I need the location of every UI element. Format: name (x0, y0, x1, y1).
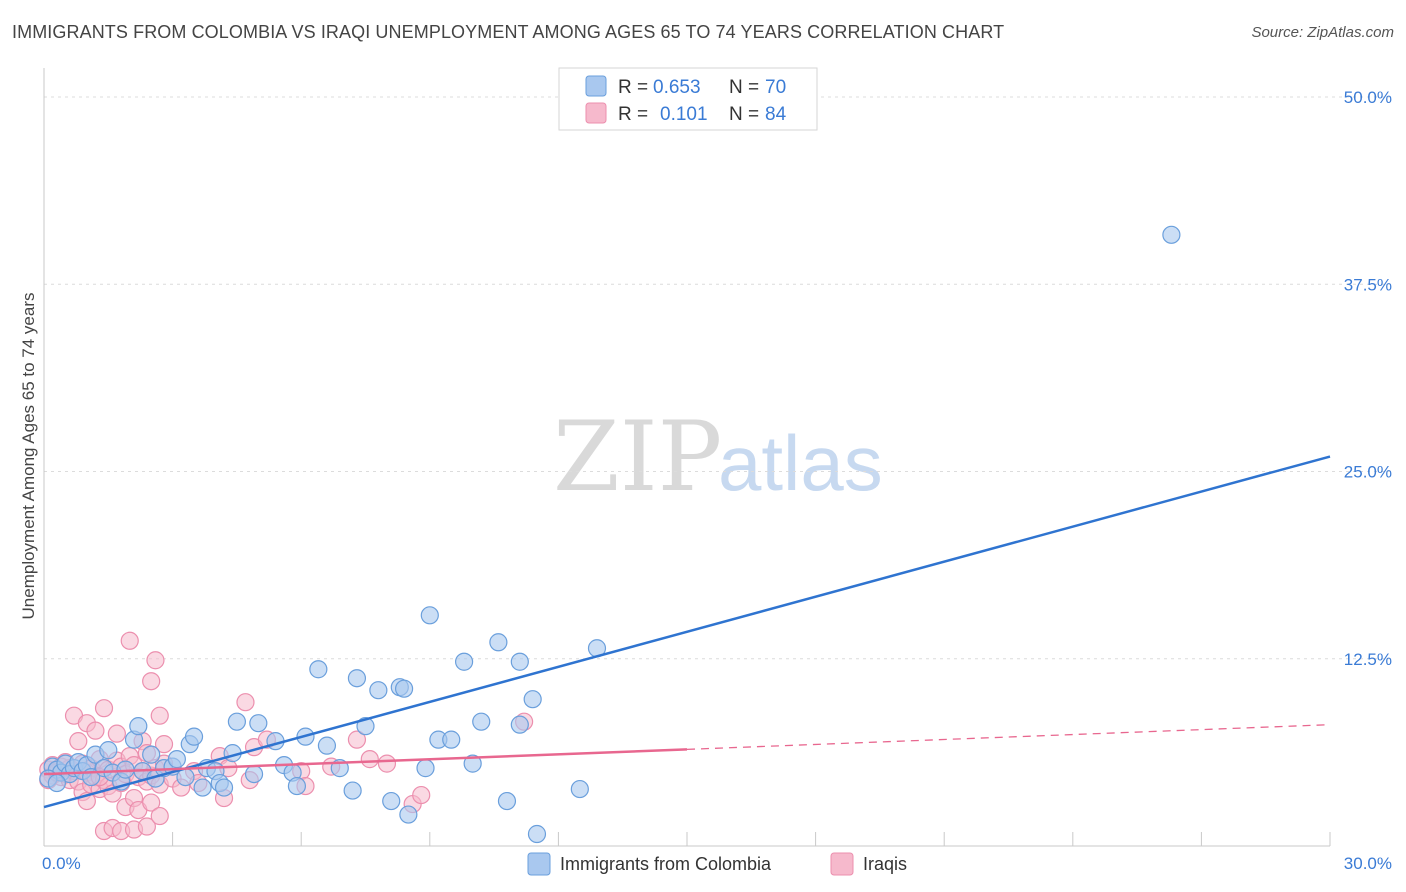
series-colombia-points (39, 225, 1181, 844)
point-colombia (527, 824, 547, 844)
point-colombia (309, 660, 328, 679)
point-colombia (420, 606, 439, 625)
point-iraqis (236, 693, 255, 712)
watermark-zip: ZIP (553, 401, 722, 513)
point-iraqis (69, 732, 88, 751)
y-tick-labels: 12.5% 25.0% 37.5% 50.0% (1344, 88, 1392, 669)
point-colombia (489, 633, 508, 652)
point-iraqis (146, 651, 165, 670)
trendline-colombia (43, 455, 1331, 809)
point-iraqis (154, 735, 174, 754)
legend-r-value-colombia: 0.653 (653, 77, 701, 98)
point-iraqis (360, 750, 379, 769)
point-colombia (356, 717, 375, 736)
bottom-legend-label-colombia: Immigrants from Colombia (560, 854, 772, 874)
point-iraqis (150, 706, 169, 725)
legend-r-label-1: R = (618, 77, 648, 98)
point-colombia (244, 764, 264, 784)
point-iraqis (107, 724, 126, 743)
point-colombia (382, 791, 401, 811)
x-tick-label: 0.0% (42, 854, 81, 873)
y-tick-label: 25.0% (1344, 463, 1392, 482)
legend: R = 0.653 N = 70 R = 0.101 N = 84 (558, 67, 818, 131)
point-iraqis (142, 793, 161, 812)
point-colombia (347, 669, 367, 688)
point-colombia (142, 745, 161, 764)
bottom-legend-swatch-iraqis (830, 852, 854, 876)
point-colombia (510, 715, 529, 734)
legend-r-label-2: R = (618, 104, 648, 125)
point-iraqis (150, 806, 169, 826)
legend-n-value-iraqis: 84 (765, 104, 787, 125)
point-iraqis (94, 699, 114, 718)
x-tick-labels: 0.0% 30.0% (42, 854, 1392, 873)
y-axis-label: Unemployment Among Ages 65 to 74 years (19, 293, 38, 620)
bottom-legend-swatch-colombia (527, 852, 551, 876)
trendline-iraqis (43, 748, 688, 776)
point-colombia (570, 779, 589, 799)
legend-n-value-colombia: 70 (765, 77, 786, 98)
point-colombia (167, 750, 186, 769)
point-colombia (249, 714, 268, 733)
point-colombia (472, 712, 491, 731)
point-colombia (442, 730, 461, 749)
point-colombia (497, 791, 517, 811)
y-tick-label: 50.0% (1344, 88, 1392, 107)
point-iraqis (137, 817, 156, 836)
y-tick-label: 37.5% (1344, 275, 1392, 294)
point-colombia (317, 736, 337, 755)
point-colombia (399, 805, 418, 824)
point-colombia (1162, 225, 1181, 244)
point-iraqis (347, 730, 367, 749)
axes (43, 68, 1330, 847)
point-colombia (454, 652, 474, 671)
x-tick-label: 30.0% (1344, 854, 1392, 873)
y-tick-label: 12.5% (1344, 650, 1392, 669)
point-colombia (287, 776, 307, 796)
legend-r-value-iraqis: 0.101 (660, 104, 708, 125)
point-colombia (129, 717, 148, 736)
gridlines (43, 96, 1390, 846)
trendline-iraqis-extension (686, 724, 1331, 751)
point-colombia (369, 681, 388, 700)
point-colombia (184, 727, 204, 746)
point-colombia (343, 781, 362, 800)
point-colombia (523, 690, 542, 709)
point-colombia (214, 778, 234, 797)
bottom-legend-label-iraqis: Iraqis (863, 854, 907, 874)
bottom-legend: Immigrants from Colombia Iraqis (527, 852, 907, 876)
point-iraqis (86, 721, 105, 740)
legend-n-label-2: N = (729, 104, 759, 125)
point-colombia (193, 778, 212, 797)
watermark-atlas: atlas (718, 419, 883, 507)
point-colombia (463, 754, 482, 773)
trendlines (43, 455, 1331, 809)
point-colombia (510, 652, 529, 671)
point-colombia (227, 712, 246, 731)
legend-swatch-iraqis (585, 102, 607, 124)
chart-title: IMMIGRANTS FROM COLOMBIA VS IRAQI UNEMPL… (12, 22, 1005, 42)
source-label: Source: ZipAtlas.com (1251, 24, 1394, 41)
point-colombia (416, 759, 435, 778)
point-colombia (99, 741, 118, 760)
point-colombia (47, 773, 66, 793)
point-iraqis (377, 754, 397, 773)
point-iraqis (142, 672, 161, 691)
point-colombia (394, 679, 414, 698)
point-iraqis (120, 631, 139, 650)
point-iraqis (412, 785, 431, 805)
legend-n-label-1: N = (729, 77, 759, 98)
legend-swatch-colombia (585, 75, 607, 97)
